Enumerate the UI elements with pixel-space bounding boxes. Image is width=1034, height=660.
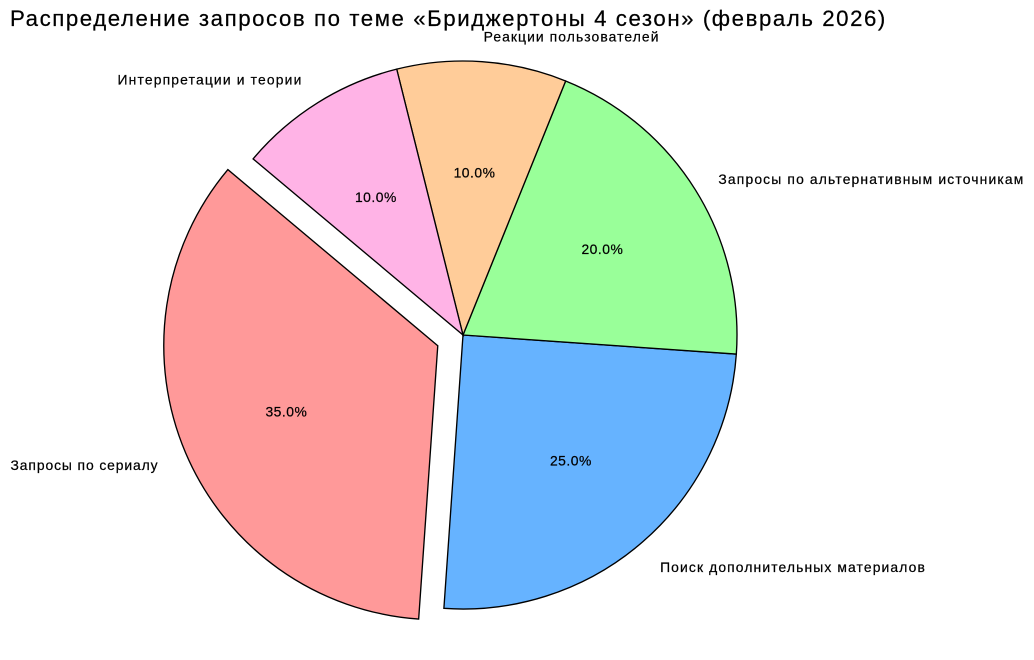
- svg-text:20.0%: 20.0%: [581, 241, 623, 257]
- svg-text:10.0%: 10.0%: [454, 165, 496, 181]
- svg-text:35.0%: 35.0%: [265, 403, 307, 419]
- svg-text:Запросы по альтернативным исто: Запросы по альтернативным источникам: [718, 171, 1024, 187]
- svg-text:Реакции пользователей: Реакции пользователей: [484, 28, 660, 44]
- svg-text:10.0%: 10.0%: [355, 189, 397, 205]
- svg-text:Интерпретации и теории: Интерпретации и теории: [118, 72, 303, 88]
- svg-text:Распределение запросов по теме: Распределение запросов по теме «Бриджерт…: [10, 6, 887, 31]
- svg-text:Поиск дополнительных материало: Поиск дополнительных материалов: [660, 559, 926, 575]
- svg-text:Запросы по сериалу: Запросы по сериалу: [11, 457, 159, 473]
- svg-text:25.0%: 25.0%: [550, 453, 592, 469]
